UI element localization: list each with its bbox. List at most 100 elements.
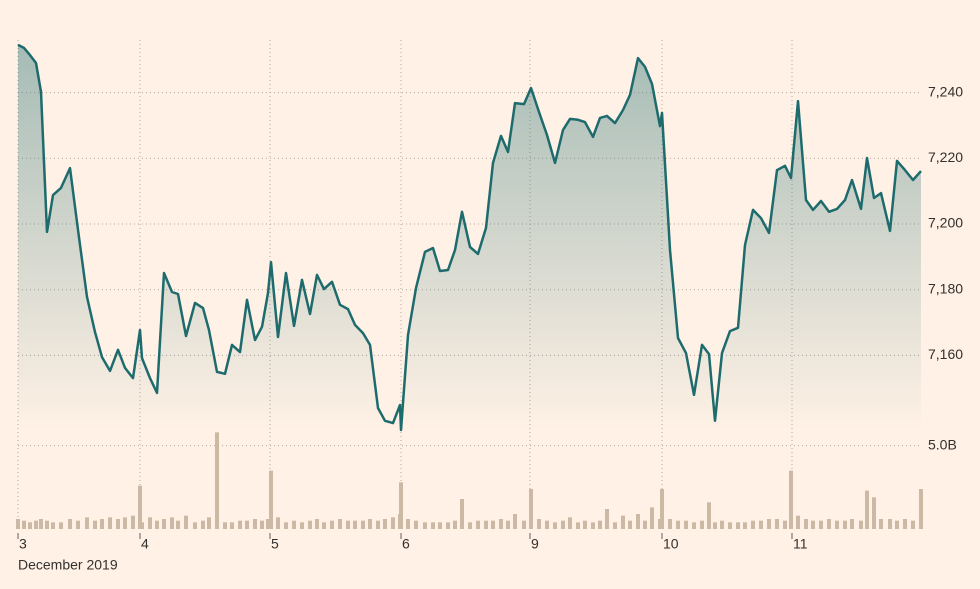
volume-bar [170,517,174,529]
volume-bar [707,502,711,529]
volume-bar [811,520,815,529]
volume-bar [476,520,480,529]
volume-bar [643,520,647,529]
volume-bar [888,519,892,529]
x-tick-label: 11 [793,536,808,552]
volume-bar [284,522,288,529]
y-tick-label: 7,220 [928,149,963,165]
volume-bar [68,519,72,529]
volume-bar [140,522,144,529]
volume-bar [650,507,654,529]
volume-bar [568,517,572,529]
volume-bar [123,517,127,529]
volume-bar [438,522,442,529]
volume-bar [613,522,617,529]
volume-bar [230,522,234,529]
volume-bar [162,519,166,529]
x-tick-label: 6 [402,536,410,552]
volume-bar [789,470,793,529]
volume-bar [59,522,63,529]
x-tick-label: 9 [531,536,539,552]
volume-bar [308,520,312,529]
volume-bar [484,520,488,529]
volume-bar [223,522,227,529]
volume-bar [176,520,180,529]
volume-bar [361,520,365,529]
volume-bar [676,520,680,529]
volume-bar [827,519,831,529]
volume-bar [636,514,640,529]
volume-bar [668,519,672,529]
volume-bar [276,517,280,529]
volume-bar [431,522,435,529]
volume-bar [414,520,418,529]
volume-bar [628,520,632,529]
volume-bar [346,520,350,529]
volume-bar [865,490,869,529]
volume-bar [713,522,717,529]
volume-bar [116,519,120,529]
volume-bar [553,522,557,529]
volume-bar [843,520,847,529]
volume-bar [399,482,403,529]
volume-bar [269,470,273,529]
volume-bar [591,522,595,529]
volume-bar [537,519,541,529]
x-tick-label: 5 [271,536,279,552]
volume-bar [720,520,724,529]
volume-bar [446,522,450,529]
volume-bar [22,520,26,529]
volume-bar [148,517,152,529]
volume-bar [368,519,372,529]
y-tick-label: 7,240 [928,83,963,99]
price-area [18,44,921,432]
volume-bar [759,520,763,529]
volume-bar [322,522,326,529]
y-tick-label: 7,200 [928,215,963,231]
volume-bar [583,520,587,529]
volume-bar [315,519,319,529]
volume-bar [911,520,915,529]
volume-bar [850,519,854,529]
volume-bar [245,520,249,529]
volume-bar [545,520,549,529]
volume-bar [34,520,38,529]
volume-bar [453,520,457,529]
x-axis-label: December 2019 [18,557,118,573]
volume-bar [207,517,211,529]
volume-bar [522,520,526,529]
volume-bar [796,515,800,529]
volume-bar [743,522,747,529]
volume-bar [903,519,907,529]
volume-bar [253,519,257,529]
volume-bar [879,519,883,529]
volume-bar [93,520,97,529]
volume-bar [423,522,427,529]
volume-bar [376,520,380,529]
x-tick-label: 10 [663,536,679,552]
volume-bar [621,515,625,529]
volume-bar [391,517,395,529]
volume-bar [767,519,771,529]
volume-bar [353,520,357,529]
volume-bar [215,432,219,529]
volume-bar [751,520,755,529]
price-line [17,43,922,432]
volume-bar [383,519,387,529]
volume-bar [76,520,80,529]
volume-bar [919,489,923,529]
volume-bar [184,515,188,529]
volume-bar [338,519,342,529]
volume-bar [138,485,142,529]
volume-bar [155,520,159,529]
volume-bar [193,522,197,529]
volume-bar [39,519,43,529]
volume-bar [684,520,688,529]
y-tick-label: 7,160 [928,346,963,362]
volume-bar [406,519,410,529]
volume-bar [728,522,732,529]
volume-bar [775,519,779,529]
volume-bar [598,520,602,529]
volume-bar [819,520,823,529]
